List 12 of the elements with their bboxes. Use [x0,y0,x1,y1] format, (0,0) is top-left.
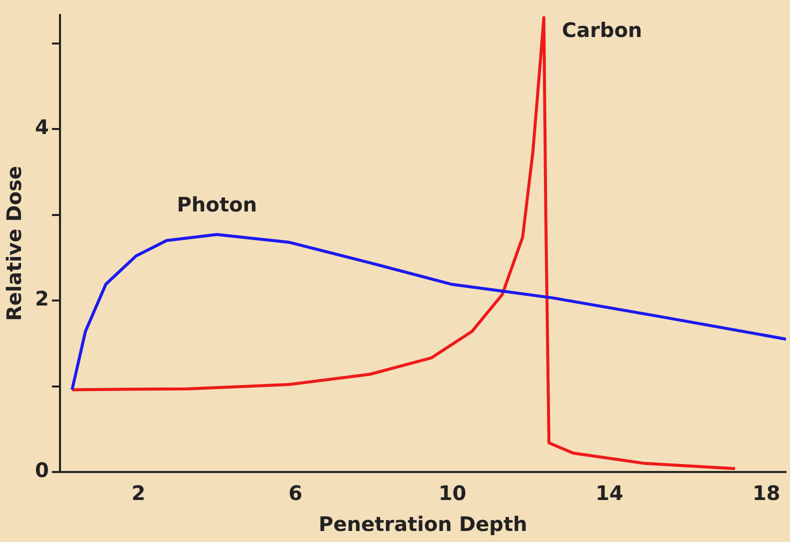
y-axis-title: Relative Dose [2,166,26,322]
y-tick-label: 0 [34,458,49,482]
series-label: Photon [176,192,257,217]
x-tick-label: 18 [752,481,780,506]
x-tick-label: 10 [438,481,466,506]
x-tick-label: 14 [595,481,624,506]
series-label: Carbon [562,18,642,42]
x-tick-label: 2 [131,481,146,506]
x-tick-label: 6 [288,481,302,506]
y-tick-label: 4 [34,115,49,140]
y-tick-label: 2 [34,286,49,311]
x-axis-title: Penetration Depth [318,512,528,536]
